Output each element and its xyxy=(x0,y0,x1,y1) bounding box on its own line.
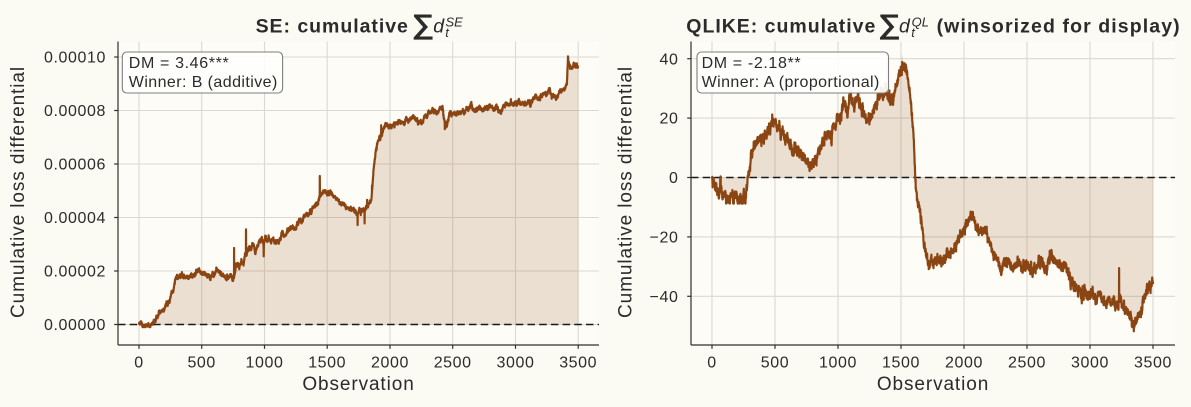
svg-text:3500: 3500 xyxy=(559,354,597,371)
svg-text:DM = 3.46***: DM = 3.46*** xyxy=(129,55,230,72)
svg-text:40: 40 xyxy=(660,51,679,68)
svg-text:2000: 2000 xyxy=(945,354,983,371)
svg-text:d: d xyxy=(899,16,911,38)
svg-text:0: 0 xyxy=(669,170,679,187)
svg-text:1500: 1500 xyxy=(308,354,346,371)
svg-text:−20: −20 xyxy=(650,230,679,247)
svg-text:t: t xyxy=(911,25,916,40)
svg-text:0.00000: 0.00000 xyxy=(44,317,106,334)
svg-text:2000: 2000 xyxy=(371,354,409,371)
svg-text:Cumulative loss differential: Cumulative loss differential xyxy=(8,66,29,318)
svg-text:Winner: A (proportional): Winner: A (proportional) xyxy=(702,74,880,91)
svg-text:Observation: Observation xyxy=(877,374,989,395)
svg-text:3000: 3000 xyxy=(497,354,535,371)
svg-text:3500: 3500 xyxy=(1134,354,1172,371)
svg-text:−40: −40 xyxy=(650,289,679,306)
svg-text:0: 0 xyxy=(707,354,717,371)
svg-text:d: d xyxy=(433,16,445,38)
svg-text:0.00010: 0.00010 xyxy=(44,50,106,67)
svg-text:∑: ∑ xyxy=(878,9,901,39)
svg-text:3000: 3000 xyxy=(1071,354,1109,371)
svg-text:(winsorized for display): (winsorized for display) xyxy=(937,16,1181,38)
svg-text:∑: ∑ xyxy=(412,9,435,39)
svg-text:0.00006: 0.00006 xyxy=(44,157,106,174)
svg-text:t: t xyxy=(445,25,450,40)
svg-text:Cumulative loss differential: Cumulative loss differential xyxy=(616,66,637,318)
svg-text:1000: 1000 xyxy=(819,354,857,371)
svg-text:Winner: B (additive): Winner: B (additive) xyxy=(129,74,278,91)
svg-text:0: 0 xyxy=(134,354,144,371)
svg-text:1000: 1000 xyxy=(246,354,284,371)
svg-text:SE: cumulative: SE: cumulative xyxy=(256,16,409,38)
svg-text:2500: 2500 xyxy=(434,354,472,371)
svg-text:DM = -2.18**: DM = -2.18** xyxy=(702,55,802,72)
svg-text:20: 20 xyxy=(660,111,679,128)
svg-text:0.00008: 0.00008 xyxy=(44,103,106,120)
svg-text:Observation: Observation xyxy=(302,374,414,395)
svg-text:0.00004: 0.00004 xyxy=(44,210,106,227)
svg-text:500: 500 xyxy=(187,354,216,371)
svg-text:2500: 2500 xyxy=(1008,354,1046,371)
svg-text:SE: SE xyxy=(446,15,464,30)
svg-text:0.00002: 0.00002 xyxy=(44,264,106,281)
svg-text:1500: 1500 xyxy=(882,354,920,371)
svg-text:500: 500 xyxy=(761,354,790,371)
svg-text:QL: QL xyxy=(912,15,929,30)
svg-text:QLIKE: cumulative: QLIKE: cumulative xyxy=(686,16,876,38)
